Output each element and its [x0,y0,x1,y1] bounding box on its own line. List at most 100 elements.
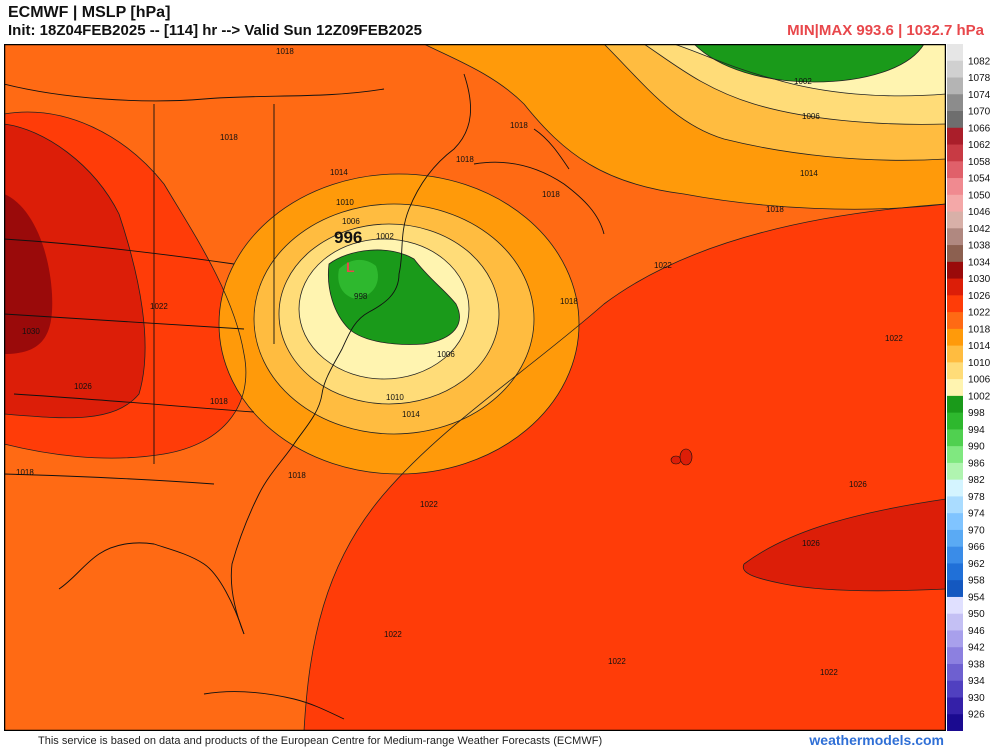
legend-swatch [947,697,963,715]
legend-swatch [947,546,963,564]
legend-label: 1022 [968,308,991,319]
legend-swatch [947,278,963,296]
legend-swatch [947,479,963,497]
pressure-color-legend: 1082 1078 1074 1070 1066 1062 1058 1054 1050 1046… [947,44,991,731]
legend-label: 966 [968,542,985,553]
legend-swatch [947,630,963,648]
contour-label: 1002 [794,77,812,86]
contour-label: 1014 [330,168,348,177]
legend-swatch [947,446,963,464]
legend-swatch [947,580,963,598]
contour-label: 1022 [384,630,402,639]
legend-swatch [947,161,963,179]
legend-swatch [947,228,963,246]
legend-label: 994 [968,425,985,436]
contour-label: 1022 [608,657,626,666]
legend-swatch [947,261,963,280]
legend-label: 938 [968,659,985,670]
legend-swatch [947,412,963,430]
min-max-pressure: MIN|MAX 993.6 | 1032.7 hPa [787,22,984,39]
contour-label: 1022 [885,334,903,343]
legend-label: 982 [968,475,985,486]
legend-label: 1026 [968,291,991,302]
legend-swatch [947,680,963,698]
contour-label: 1018 [220,133,238,142]
legend-label: 1002 [968,391,991,402]
band-994-low [338,259,378,299]
legend-label: 998 [968,408,985,419]
contour-label: 1006 [437,350,455,359]
contour-label: 1018 [542,190,560,199]
legend-swatch [947,563,963,581]
contour-label: 1018 [510,121,528,130]
contour-label: 1022 [654,261,672,270]
contour-label: 1014 [402,410,420,419]
legend-swatch [947,60,963,79]
contour-label: 1030 [22,327,40,336]
legend-swatch [947,496,963,514]
band-1026-atlantic [743,499,946,591]
legend-swatch [947,94,963,112]
contour-label: 1026 [849,480,867,489]
legend-label: 1014 [968,341,991,352]
legend-swatch [947,395,963,414]
legend-label: 1062 [968,140,991,151]
legend-swatch [947,596,963,615]
band-1026-west [4,124,146,418]
chart-title: ECMWF | MSLP [hPa] [8,4,171,21]
legend-label: 1006 [968,375,991,386]
mslp-map: 1018 1018 1018 1018 1018 1018 1018 1018 … [4,44,946,731]
legend-label: 1074 [968,90,991,101]
legend-label: 934 [968,676,985,687]
legend-swatch [947,345,963,363]
legend-label: 1066 [968,123,991,134]
legend-swatch [947,295,963,313]
legend-swatch [947,714,963,731]
legend-label: 974 [968,509,985,520]
contour-label: 1022 [420,500,438,509]
legend-swatch [947,379,963,397]
legend-label: 942 [968,643,985,654]
legend-label: 1038 [968,241,991,252]
legend-swatch [947,211,963,229]
low-center-value: 996 [334,228,362,247]
legend-swatch [947,77,963,95]
legend-label: 1046 [968,207,991,218]
legend-label: 1018 [968,324,991,335]
contour-label: 1018 [766,205,784,214]
legend-label: 958 [968,576,985,587]
contour-label: 1026 [74,382,92,391]
contour-label: 1018 [276,47,294,56]
legend-label: 990 [968,442,985,453]
legend-label: 930 [968,693,985,704]
legend-swatch [947,144,963,162]
legend-label: 1054 [968,174,991,185]
legend-swatch [947,613,963,631]
contour-label: 1014 [800,169,818,178]
contour-label: 1018 [210,397,228,406]
legend-swatch [947,362,963,380]
legend-label: 1050 [968,190,991,201]
legend-label: 954 [968,592,985,603]
legend-swatch [947,312,963,330]
legend-label: 926 [968,710,985,721]
contour-label: 1006 [802,112,820,121]
low-center-symbol: L [346,259,355,275]
legend-label: 1042 [968,224,991,235]
legend-swatch [947,245,963,263]
legend-label: 950 [968,609,985,620]
legend-swatch [947,194,963,213]
init-valid-time: Init: 18Z04FEB2025 -- [114] hr --> Valid… [8,22,422,39]
contour-label: 1010 [336,198,354,207]
legend-swatch [947,44,963,62]
brand-link[interactable]: weathermodels.com [809,732,944,748]
contour-label: 998 [354,292,368,301]
legend-swatch [947,127,963,146]
contour-label: 1010 [386,393,404,402]
contour-label: 1026 [802,539,820,548]
legend-label: 1070 [968,107,991,118]
legend-label: 1058 [968,157,991,168]
contour-label: 1022 [820,668,838,677]
legend-swatch [947,328,963,347]
contour-label: 1006 [342,217,360,226]
